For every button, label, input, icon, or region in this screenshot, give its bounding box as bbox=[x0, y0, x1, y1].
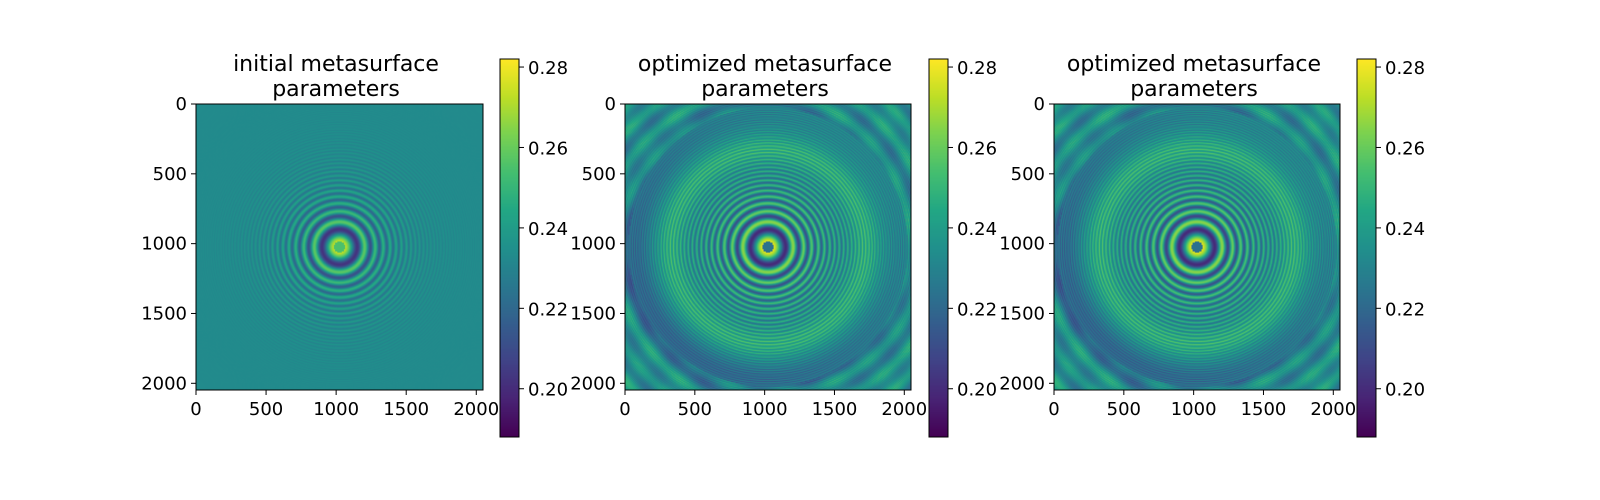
panel-2-heatmap bbox=[625, 104, 911, 390]
panel-3-colorbar-tick-label: 0.22 bbox=[1385, 299, 1425, 320]
panel-1-xtick-label: 1500 bbox=[383, 399, 429, 420]
panel-3-colorbar-tick-label: 0.28 bbox=[1385, 58, 1425, 79]
panel-2-colorbar bbox=[929, 59, 948, 437]
panel-3-xtick-label: 0 bbox=[1048, 399, 1059, 420]
panel-1-colorbar-tick-label: 0.20 bbox=[528, 380, 568, 401]
panel-3-xtick-label: 1500 bbox=[1241, 399, 1287, 420]
panel-3-colorbar-tick-label: 0.26 bbox=[1385, 138, 1425, 159]
panel-3-colorbar-tick-label: 0.20 bbox=[1385, 380, 1425, 401]
panel-2-ytick-label: 2000 bbox=[570, 373, 616, 394]
panel-3-colorbar-frame bbox=[1356, 58, 1377, 438]
panel-2-title-line-1: optimized metasurface bbox=[638, 52, 892, 77]
panel-1-colorbar-frame bbox=[499, 58, 520, 438]
panel-2-colorbar-frame bbox=[928, 58, 949, 438]
panel-3-ytick-label: 500 bbox=[1011, 164, 1045, 185]
panel-2-title-line-2: parameters bbox=[701, 77, 829, 102]
panel-3-title-line-2: parameters bbox=[1130, 77, 1258, 102]
panel-1-ytick-label: 500 bbox=[153, 164, 187, 185]
panel-1-ytick-label: 0 bbox=[176, 94, 187, 115]
panel-2-xtick-label: 500 bbox=[678, 399, 712, 420]
panel-3-colorbar bbox=[1357, 59, 1376, 437]
panel-2-xtick-label: 1000 bbox=[742, 399, 788, 420]
panel-1-colorbar-tick-label: 0.22 bbox=[528, 299, 568, 320]
panel-1-heatmap bbox=[196, 104, 483, 390]
panel-2-ytick-label: 500 bbox=[582, 164, 616, 185]
panel-1-xtick-label: 1000 bbox=[313, 399, 359, 420]
panel-2-xtick-label: 0 bbox=[619, 399, 630, 420]
panel-2-xtick-label: 1500 bbox=[812, 399, 858, 420]
panel-1-title-line-2: parameters bbox=[272, 77, 400, 102]
panel-2-colorbar-tick-label: 0.22 bbox=[957, 299, 997, 320]
panel-3-xtick-label: 500 bbox=[1107, 399, 1141, 420]
panel-1-title-line-1: initial metasurface bbox=[233, 52, 439, 77]
panel-2-ytick-label: 1500 bbox=[570, 303, 616, 324]
panel-1-axes-frame bbox=[195, 103, 484, 391]
panel-1-xtick-label: 2000 bbox=[453, 399, 499, 420]
panel-3-heatmap bbox=[1054, 104, 1340, 390]
panel-2-ytick-label: 0 bbox=[605, 94, 616, 115]
panel-3-ytick-label: 1500 bbox=[999, 303, 1045, 324]
panel-1-colorbar-tick-label: 0.26 bbox=[528, 138, 568, 159]
panel-1-colorbar bbox=[500, 59, 519, 437]
panel-2-colorbar-tick-label: 0.26 bbox=[957, 138, 997, 159]
panel-1-colorbar-tick-label: 0.28 bbox=[528, 58, 568, 79]
panel-1-ytick-label: 2000 bbox=[141, 373, 187, 394]
panel-2-ytick-label: 1000 bbox=[570, 234, 616, 255]
panel-1-ytick-label: 1000 bbox=[141, 234, 187, 255]
panel-1-colorbar-tick-label: 0.24 bbox=[528, 219, 568, 240]
panel-3-ytick-label: 2000 bbox=[999, 373, 1045, 394]
panel-1-xtick-label: 500 bbox=[249, 399, 283, 420]
panel-2-colorbar-tick-label: 0.28 bbox=[957, 58, 997, 79]
panel-2-colorbar-tick-label: 0.20 bbox=[957, 380, 997, 401]
panel-1-xtick-label: 0 bbox=[190, 399, 201, 420]
panel-3-title-line-1: optimized metasurface bbox=[1067, 52, 1321, 77]
panel-3-ytick-label: 1000 bbox=[999, 234, 1045, 255]
panel-3-xtick-label: 2000 bbox=[1310, 399, 1356, 420]
panel-1-ytick-label: 1500 bbox=[141, 303, 187, 324]
panel-2-xtick-label: 2000 bbox=[881, 399, 927, 420]
panel-3-xtick-label: 1000 bbox=[1171, 399, 1217, 420]
panel-3-axes-frame bbox=[1053, 103, 1341, 391]
panel-3-ytick-label: 0 bbox=[1034, 94, 1045, 115]
panel-2-colorbar-tick-label: 0.24 bbox=[957, 219, 997, 240]
panel-3-colorbar-tick-label: 0.24 bbox=[1385, 219, 1425, 240]
panel-2-axes-frame bbox=[624, 103, 912, 391]
